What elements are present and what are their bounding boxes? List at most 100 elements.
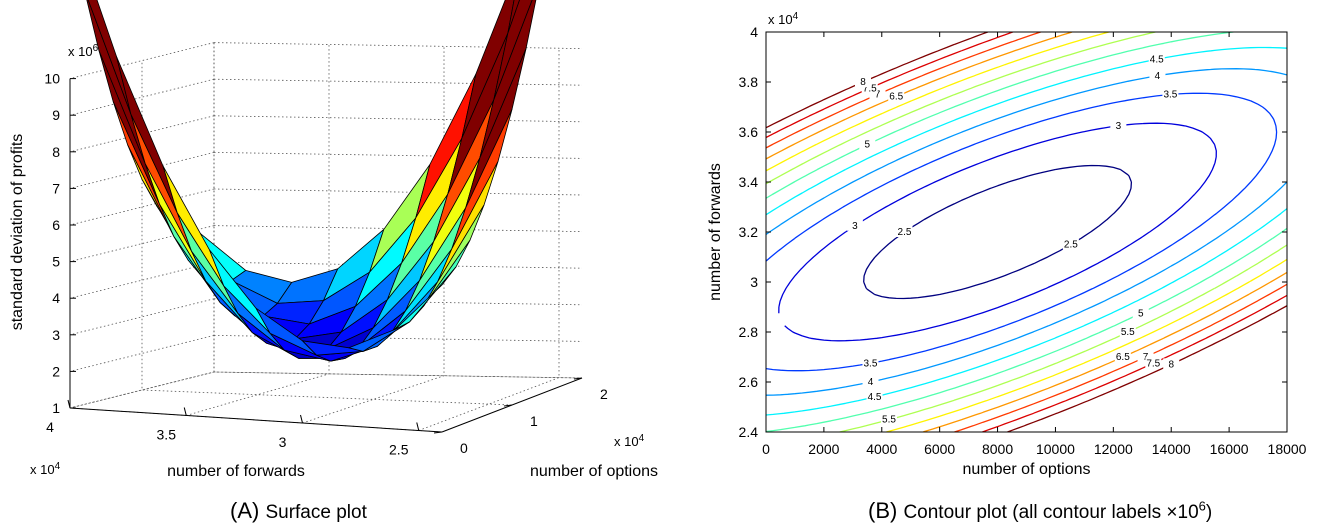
y-tick-label: 3.2 bbox=[739, 224, 759, 240]
x-axis-label: number of options bbox=[962, 461, 1090, 478]
forwards-tick-label: 2.5 bbox=[389, 442, 409, 458]
x-tick-label: 10000 bbox=[1036, 441, 1075, 457]
grid-line bbox=[213, 115, 583, 123]
grid-line bbox=[69, 115, 215, 153]
contour-label: 5.5 bbox=[1121, 327, 1135, 338]
x-tick-label: 6000 bbox=[924, 441, 955, 457]
grid-line bbox=[69, 188, 215, 226]
grid-line bbox=[69, 335, 215, 372]
contour-label: 3 bbox=[1116, 121, 1122, 132]
options-tick-label: 2 bbox=[600, 386, 608, 402]
options-tick bbox=[573, 377, 583, 380]
y-tick-label: 2.4 bbox=[739, 424, 759, 440]
caption-b: (B) Contour plot (all contour labels ×10… bbox=[868, 498, 1212, 524]
caption-a-letter: (A) bbox=[230, 498, 260, 523]
y-tick-label: 4 bbox=[750, 24, 758, 40]
grid-line bbox=[213, 78, 583, 86]
contour-label: 5.5 bbox=[882, 415, 896, 426]
contour-label-bg bbox=[846, 219, 863, 231]
contour-line bbox=[766, 32, 1287, 432]
grid-line bbox=[69, 298, 215, 336]
forwards-axis-line bbox=[69, 407, 443, 433]
options-tick bbox=[503, 404, 513, 407]
z-tick-label: 7 bbox=[52, 180, 60, 196]
contour-label: 4 bbox=[868, 377, 874, 388]
contour-line bbox=[778, 122, 1217, 342]
contour-line bbox=[766, 46, 1287, 416]
contour-label: 5 bbox=[1138, 308, 1144, 319]
forwards-tick-label: 4 bbox=[46, 419, 54, 435]
contour-label: 6.5 bbox=[1116, 352, 1130, 363]
caption-b-close: ) bbox=[1205, 502, 1213, 523]
contour-label: 3 bbox=[852, 221, 858, 232]
contour-label: 3.5 bbox=[1163, 90, 1177, 101]
forwards-tick bbox=[183, 407, 187, 416]
x-tick-label: 18000 bbox=[1268, 441, 1307, 457]
y-tick-label: 2.6 bbox=[739, 374, 759, 390]
contour-line bbox=[766, 32, 1287, 432]
surface-patch bbox=[86, 0, 146, 164]
z-multiplier-exp: 6 bbox=[93, 43, 99, 54]
grid-line bbox=[213, 42, 583, 49]
contour-label-bg bbox=[866, 390, 883, 402]
contour-label-bg bbox=[1145, 357, 1162, 369]
contour-label-bg bbox=[1148, 53, 1165, 65]
contour-label: 7.5 bbox=[863, 83, 877, 94]
x-tick-label: 16000 bbox=[1210, 441, 1249, 457]
contour-label-bg bbox=[1137, 351, 1154, 362]
caption-b-text: Contour plot (all contour labels ×106) bbox=[903, 498, 1213, 523]
options-multiplier: x 104 bbox=[614, 433, 645, 450]
grid-line bbox=[69, 42, 215, 79]
forwards-axis-label: number of forwards bbox=[167, 463, 305, 480]
x-tick-label: 2000 bbox=[808, 441, 839, 457]
contour-plot: 2.52.5333.53.5444.54.5555.55.56.56.5777.… bbox=[707, 11, 1307, 479]
contour-line bbox=[766, 32, 1287, 432]
x-tick-label: 8000 bbox=[982, 441, 1013, 457]
surface-patch bbox=[130, 114, 192, 252]
options-axis-label: number of options bbox=[530, 463, 658, 480]
contour-label-bg bbox=[1132, 307, 1149, 319]
contour-label: 4.5 bbox=[868, 392, 882, 403]
options-tick bbox=[433, 431, 443, 434]
z-multiplier: x 106 bbox=[68, 43, 99, 60]
contour-label-bg bbox=[862, 357, 879, 369]
contour-label: 8 bbox=[860, 77, 866, 88]
contour-label: 4 bbox=[1155, 71, 1161, 82]
contour-label-bg bbox=[861, 82, 878, 94]
forwards-tick-label: 3 bbox=[279, 434, 287, 450]
contour-axes: 0 2000 4000 6000 8000 10000 12000 14000 16000 180… bbox=[707, 11, 1307, 479]
options-multiplier-exp: 4 bbox=[639, 433, 645, 444]
contour-label: 8 bbox=[1168, 359, 1174, 370]
forwards-tick-label: 3.5 bbox=[157, 427, 177, 443]
forwards-tick bbox=[416, 422, 420, 431]
z-tick-label: 9 bbox=[52, 107, 60, 123]
grid-line bbox=[69, 152, 215, 189]
contour-line bbox=[766, 92, 1278, 372]
contour-label-bg bbox=[888, 90, 905, 102]
z-tick-label: 1 bbox=[52, 400, 60, 416]
y-tick-label: 3.6 bbox=[739, 124, 759, 140]
caption-b-exp: 6 bbox=[1198, 498, 1206, 514]
contour-line bbox=[766, 68, 1287, 396]
grid-line bbox=[186, 44, 330, 416]
contour-line bbox=[766, 32, 1287, 432]
grid-line bbox=[69, 371, 215, 409]
contour-label-bg bbox=[859, 138, 876, 150]
y-axis-label: number of forwards bbox=[707, 163, 724, 301]
z-tick-label: 6 bbox=[52, 217, 60, 233]
caption-a: (A) Surface plot bbox=[230, 498, 367, 524]
contour-label-bg bbox=[1062, 238, 1079, 250]
grid-line bbox=[213, 188, 583, 196]
x-tick-label: 12000 bbox=[1094, 441, 1133, 457]
contour-background bbox=[766, 32, 1287, 432]
z-tick-label: 10 bbox=[44, 71, 60, 87]
contour-label: 7.5 bbox=[1146, 358, 1160, 369]
contour-line bbox=[766, 32, 1287, 432]
grid-line bbox=[69, 261, 215, 299]
contour-label: 5 bbox=[865, 140, 871, 151]
contour-label-bg bbox=[854, 76, 871, 87]
caption-a-text: Surface plot bbox=[265, 502, 367, 523]
contour-label: 7 bbox=[875, 90, 881, 101]
contour-label: 4.5 bbox=[1150, 54, 1164, 65]
options-tick-label: 1 bbox=[530, 413, 538, 429]
